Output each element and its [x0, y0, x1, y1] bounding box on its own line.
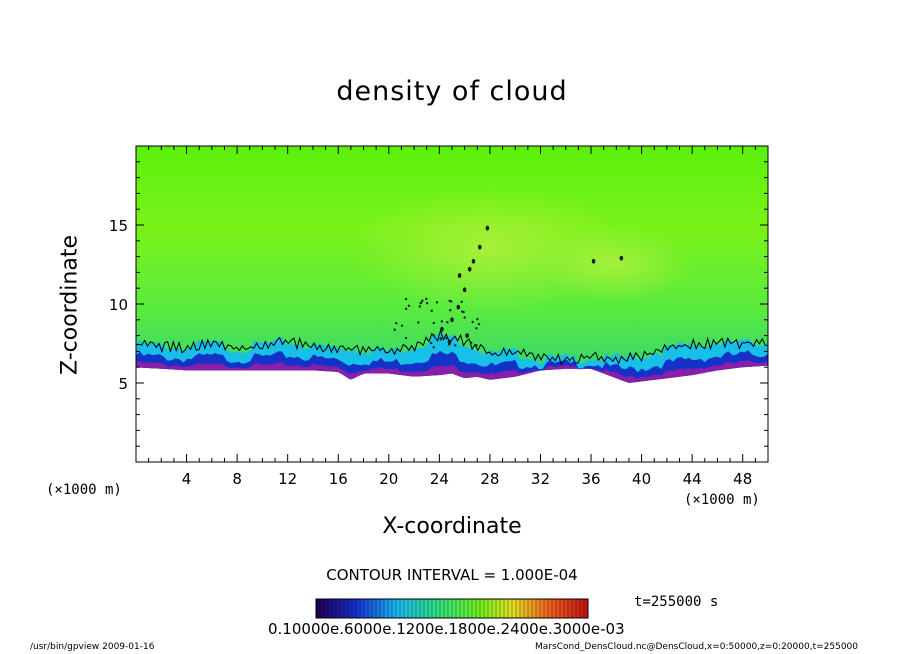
x-tick-label: 20	[379, 470, 398, 488]
plume-speck	[430, 309, 433, 312]
plume-point	[485, 225, 490, 231]
x-axis-label: X-coordinate	[382, 514, 522, 539]
plume-speck	[404, 336, 408, 340]
x-tick-label: 8	[232, 470, 242, 488]
plume-speck	[404, 297, 408, 301]
plume-point	[478, 244, 482, 250]
plume-speck	[449, 309, 452, 312]
cloud-density-glow	[540, 226, 693, 303]
plume-point	[467, 266, 472, 272]
x-tick-label: 24	[430, 470, 449, 488]
plume-speck	[448, 343, 451, 346]
plume-speck	[475, 327, 478, 330]
plume-speck	[449, 300, 453, 303]
plume-speck	[432, 321, 435, 325]
plume-speck	[419, 301, 422, 305]
plume-speck	[425, 297, 428, 301]
plume-speck	[477, 322, 481, 326]
plume-speck	[446, 321, 449, 324]
plume-speck	[475, 344, 478, 347]
x-axis-unit-left: (×1000 m)	[46, 482, 122, 498]
x-tick-label: 4	[182, 470, 192, 488]
plume-speck	[476, 318, 479, 321]
y-tick-label: 15	[109, 217, 128, 235]
plume-point	[457, 273, 462, 278]
plume-point	[440, 326, 444, 332]
x-axis: 4 8 12 16 20 24 28 32 36 40 44 48	[148, 146, 756, 488]
contour-interval-label: CONTOUR INTERVAL = 1.000E-04	[326, 566, 578, 584]
plume-speck	[460, 300, 463, 304]
footer-left: /usr/bin/gpview 2009-01-16	[30, 642, 155, 652]
plume-speck	[439, 338, 442, 341]
footer-right: MarsCond_DensCloud.nc@DensCloud,x=0:5000…	[535, 642, 858, 652]
plume-speck	[463, 316, 466, 319]
plume-speck	[404, 307, 408, 311]
plume-speck	[400, 324, 404, 327]
plume-speck	[470, 341, 473, 344]
plume-speck	[418, 305, 422, 308]
plume-point	[456, 304, 461, 310]
x-tick-label: 12	[278, 470, 297, 488]
cloud-base-purple-band	[136, 360, 768, 383]
plume-speck	[421, 299, 424, 302]
x-tick-label: 16	[329, 470, 348, 488]
plume-speck	[471, 320, 474, 324]
plume-point	[465, 333, 469, 338]
y-tick-label: 10	[109, 296, 128, 314]
plume-point	[447, 339, 452, 345]
plume-speck	[417, 321, 420, 324]
plume-point	[591, 258, 596, 264]
plume-speck	[440, 320, 444, 323]
plume-speck	[435, 301, 439, 304]
y-axis-label: Z-coordinate	[57, 235, 83, 375]
plume-speck	[430, 341, 433, 345]
plume-point	[619, 255, 624, 261]
y-tick-label: 5	[118, 375, 128, 393]
plume-speck	[432, 334, 435, 337]
colorbar-tick-labels: 0.10000e.6000e.1200e.1800e.2400e.3000e-0…	[268, 620, 625, 638]
x-tick-label: 28	[480, 470, 499, 488]
x-axis-unit-right: (×1000 m)	[684, 492, 760, 508]
time-label: t=255000 s	[634, 594, 719, 610]
x-tick-label: 32	[531, 470, 550, 488]
plume-speck	[395, 322, 398, 325]
plume-speck	[445, 336, 448, 340]
heatmap-field	[136, 146, 768, 383]
plume-speck	[407, 304, 411, 307]
plume-point	[462, 287, 467, 293]
plume-speck	[460, 310, 464, 313]
chart-title: density of cloud	[336, 76, 568, 107]
plume-point	[471, 258, 476, 264]
plume-speck	[453, 344, 457, 347]
x-tick-label: 36	[581, 470, 600, 488]
x-tick-label: 48	[733, 470, 752, 488]
contour-line	[136, 328, 768, 366]
colorbar-stripes	[319, 599, 585, 618]
plume-speck	[425, 301, 429, 305]
plume-point	[450, 317, 454, 323]
y-axis: 5 10 15	[109, 161, 768, 447]
plume-speck	[432, 346, 435, 349]
x-tick-label: 40	[632, 470, 651, 488]
cloud-plume	[393, 225, 624, 349]
x-tick-label: 44	[683, 470, 702, 488]
plume-speck	[393, 328, 396, 331]
